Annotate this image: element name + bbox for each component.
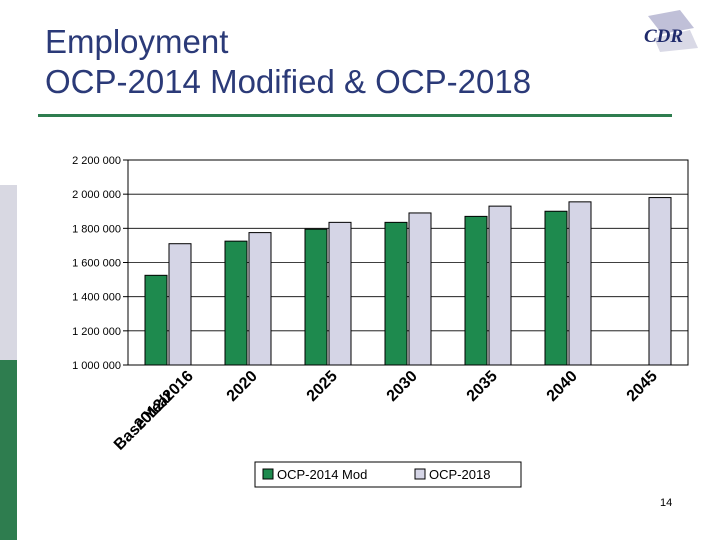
legend-swatch-1 — [414, 468, 426, 480]
bar-ocp2014-2 — [304, 228, 328, 366]
bar-ocp2018-6 — [648, 197, 672, 366]
side-bar-top — [0, 0, 17, 185]
gridlines — [128, 159, 688, 332]
x-category-label: 2035 — [464, 368, 501, 405]
bar-ocp2014-4 — [464, 215, 488, 366]
bar-ocp2018-3 — [408, 212, 432, 366]
x-category-label: 2020 — [224, 368, 261, 405]
side-bar-bottom — [0, 360, 17, 540]
cdr-logo: CDR — [644, 10, 698, 52]
legend-box — [254, 461, 522, 488]
x-category-label: 2025 — [304, 368, 341, 405]
bar-ocp2018-0 — [168, 243, 192, 366]
legend-label-0: OCP-2014 Mod — [277, 467, 367, 482]
bar-ocp2014-0 — [144, 274, 168, 366]
bar-ocp2018-2 — [328, 221, 352, 366]
bars — [144, 197, 672, 366]
x-category-label: 2045 — [624, 368, 661, 405]
logo-text: CDR — [644, 26, 683, 47]
bar-ocp2014-5 — [544, 210, 568, 366]
bar-ocp2018-5 — [568, 201, 592, 366]
bar-ocp2014-3 — [384, 221, 408, 366]
y-tick-label: 2 000 000 — [72, 189, 121, 201]
title-line-1: Employment — [45, 23, 229, 60]
legend-swatch-0 — [262, 468, 274, 480]
bar-ocp2018-1 — [248, 232, 272, 366]
title-underline — [38, 114, 672, 117]
x-category-label: 2030 — [384, 368, 421, 405]
title-line-2: OCP-2014 Modified & OCP-2018 — [45, 63, 532, 100]
page-number: 14 — [660, 497, 673, 509]
x-category-label-line: Base Year — [111, 388, 177, 454]
y-tick-label: 2 200 000 — [72, 155, 121, 167]
legend: OCP-2014 Mod OCP-2018 — [254, 461, 522, 488]
bar-ocp2018-4 — [488, 205, 512, 366]
x-category-label: 2040 — [544, 368, 581, 405]
bar-ocp2014-1 — [224, 240, 248, 366]
y-tick-label: 1 400 000 — [72, 292, 121, 304]
legend-label-1: OCP-2018 — [429, 467, 490, 482]
y-tick-label: 1 600 000 — [72, 258, 121, 270]
side-bar-middle — [0, 185, 17, 360]
y-tick-label: 1 800 000 — [72, 223, 121, 235]
slide-title: Employment OCP-2014 Modified & OCP-2018 — [45, 22, 531, 102]
y-tick-label: 1 000 000 — [72, 360, 121, 372]
y-axis: 1 000 000 1 200 000 1 400 000 1 600 000 1 80… — [72, 155, 128, 372]
y-tick-label: 1 200 000 — [72, 326, 121, 338]
